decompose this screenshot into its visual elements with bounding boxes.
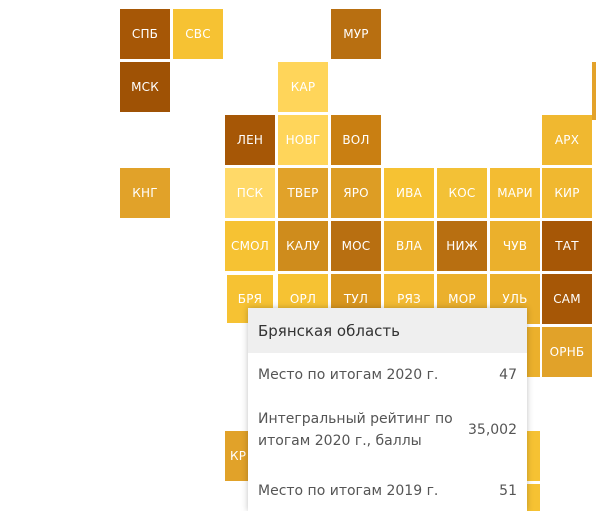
region-tile-smol[interactable]: СМОЛ xyxy=(225,221,275,271)
tooltip-row-value: 51 xyxy=(499,483,517,499)
region-tile-yaro[interactable]: ЯРО xyxy=(331,168,381,218)
region-tile-edge[interactable] xyxy=(592,62,596,120)
region-label: НИЖ xyxy=(446,239,478,253)
region-tile-sam[interactable]: САМ xyxy=(542,274,592,324)
region-label: БРЯ xyxy=(237,292,263,306)
region-label: КАР xyxy=(290,80,316,94)
region-tile-vla[interactable]: ВЛА xyxy=(384,221,434,271)
region-label: ЧУВ xyxy=(502,239,528,253)
region-label: ТУЛ xyxy=(343,292,369,306)
region-tile-arh[interactable]: АРХ xyxy=(542,115,592,165)
region-label: КНГ xyxy=(132,186,158,200)
region-label: ВЛА xyxy=(395,239,423,253)
tooltip-row-label: Место по итогам 2020 г. xyxy=(258,367,439,383)
region-tile-nizh[interactable]: НИЖ xyxy=(437,221,487,271)
region-label: ЛЕН xyxy=(236,133,264,147)
region-tooltip: Брянская область Место по итогам 2020 г.… xyxy=(248,308,527,511)
region-label: НОВГ xyxy=(285,133,321,147)
region-label: КАЛУ xyxy=(286,239,320,253)
region-label: ИВА xyxy=(395,186,423,200)
region-label: МАРИ xyxy=(497,186,533,200)
tooltip-row-place-2020: Место по итогам 2020 г. 47 xyxy=(258,364,517,386)
region-label: СВС xyxy=(185,27,211,41)
region-tile-vol[interactable]: ВОЛ xyxy=(331,115,381,165)
region-tile-tver[interactable]: ТВЕР xyxy=(278,168,328,218)
region-label: ОРНБ xyxy=(549,345,585,359)
region-tile-chuv[interactable]: ЧУВ xyxy=(490,221,540,271)
region-tile-len[interactable]: ЛЕН xyxy=(225,115,275,165)
region-tile-ornb[interactable]: ОРНБ xyxy=(542,327,592,377)
tooltip-title: Брянская область xyxy=(248,308,527,353)
region-tile-svs[interactable]: СВС xyxy=(173,9,223,59)
region-tile-spb[interactable]: СПБ xyxy=(120,9,170,59)
tooltip-row-value: 35,002 xyxy=(468,422,517,438)
tooltip-row-place-2019: Место по итогам 2019 г. 51 xyxy=(258,480,517,502)
region-tile-kir[interactable]: КИР xyxy=(542,168,592,218)
region-tile-mari[interactable]: МАРИ xyxy=(490,168,540,218)
region-tile-iva[interactable]: ИВА xyxy=(384,168,434,218)
region-label: ЯРО xyxy=(343,186,369,200)
region-tile-tat[interactable]: ТАТ xyxy=(542,221,592,271)
region-label: КР xyxy=(230,449,247,463)
region-label: ВОЛ xyxy=(342,133,370,147)
tooltip-row-rating-2020: Интегральный рейтинг по итогам 2020 г., … xyxy=(258,408,517,452)
region-tile-kalu[interactable]: КАЛУ xyxy=(278,221,328,271)
region-label: ОРЛ xyxy=(289,292,317,306)
region-label: АРХ xyxy=(554,133,580,147)
region-tile-msk[interactable]: МСК xyxy=(120,62,170,112)
tooltip-row-label: Место по итогам 2019 г. xyxy=(258,483,439,499)
region-label: УЛЬ xyxy=(502,292,528,306)
region-label: МУР xyxy=(343,27,369,41)
region-label: КИР xyxy=(554,186,580,200)
region-label: СПБ xyxy=(131,27,159,41)
region-label: САМ xyxy=(553,292,581,306)
region-label: СМОЛ xyxy=(230,239,269,253)
region-tile-novg[interactable]: НОВГ xyxy=(278,115,328,165)
region-label: ТВЕР xyxy=(287,186,319,200)
region-tile-mos[interactable]: МОС xyxy=(331,221,381,271)
region-tile-kng[interactable]: КНГ xyxy=(120,168,170,218)
region-tile-psk[interactable]: ПСК xyxy=(225,168,275,218)
region-tile-kos[interactable]: КОС xyxy=(437,168,487,218)
region-label: ТАТ xyxy=(555,239,579,253)
region-label: МСК xyxy=(131,80,159,94)
tooltip-row-label: Интегральный рейтинг по итогам 2020 г., … xyxy=(258,411,453,449)
tooltip-row-value: 47 xyxy=(499,367,517,383)
region-label: МОР xyxy=(448,292,476,306)
region-label: ПСК xyxy=(236,186,264,200)
region-label: КОС xyxy=(448,186,476,200)
region-tile-mur[interactable]: МУР xyxy=(331,9,381,59)
region-tile-kar[interactable]: КАР xyxy=(278,62,328,112)
region-label: РЯЗ xyxy=(397,292,421,306)
region-label: МОС xyxy=(341,239,371,253)
